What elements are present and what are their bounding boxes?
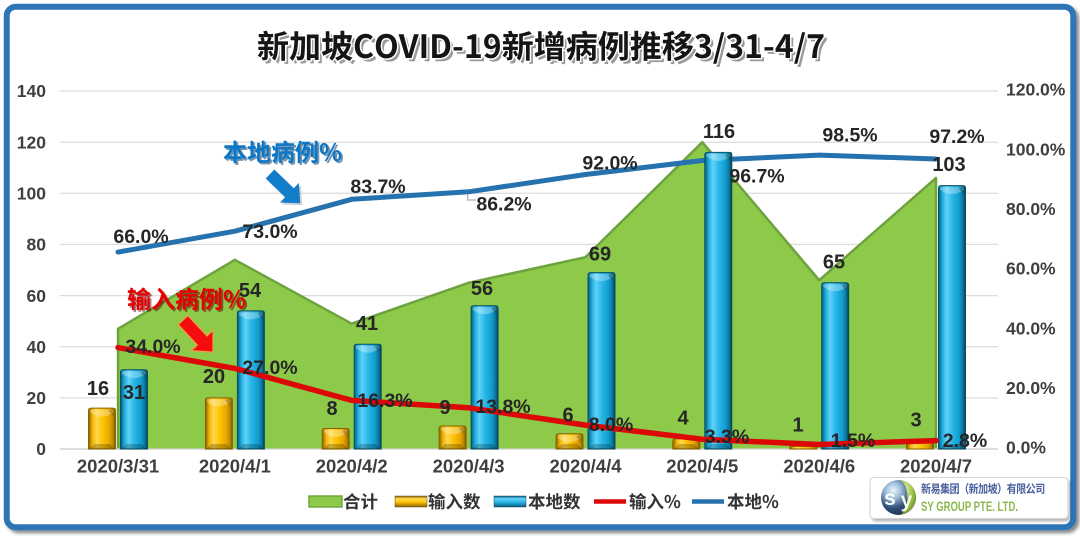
svg-text:2020/4/3: 2020/4/3	[433, 456, 505, 477]
svg-text:86.2%: 86.2%	[476, 194, 531, 216]
svg-text:2020/4/6: 2020/4/6	[783, 456, 855, 477]
svg-text:120: 120	[17, 132, 46, 152]
svg-text:2.8%: 2.8%	[943, 430, 987, 452]
svg-text:27.0%: 27.0%	[242, 357, 297, 379]
svg-text:8: 8	[326, 398, 337, 420]
svg-text:98.5%: 98.5%	[822, 125, 877, 147]
svg-text:66.0%: 66.0%	[113, 226, 168, 248]
svg-text:100.0%: 100.0%	[1006, 139, 1066, 159]
svg-text:3.3%: 3.3%	[705, 426, 749, 448]
svg-text:6: 6	[562, 405, 573, 427]
svg-text:100: 100	[17, 184, 46, 204]
svg-text:40.0%: 40.0%	[1006, 318, 1056, 338]
svg-text:8.0%: 8.0%	[589, 414, 633, 436]
svg-text:2020/4/2: 2020/4/2	[316, 456, 388, 477]
svg-text:54: 54	[239, 280, 262, 302]
svg-text:2020/4/5: 2020/4/5	[666, 456, 738, 477]
svg-text:40: 40	[27, 337, 47, 357]
svg-text:69: 69	[589, 244, 611, 266]
svg-text:2020/3/31: 2020/3/31	[77, 456, 159, 477]
svg-text:2020/4/4: 2020/4/4	[549, 456, 622, 477]
svg-text:140: 140	[17, 81, 46, 101]
svg-text:SY GROUP PTE. LTD.: SY GROUP PTE. LTD.	[921, 499, 1018, 514]
svg-text:3: 3	[910, 410, 921, 432]
svg-text:73.0%: 73.0%	[242, 221, 297, 243]
svg-text:1.5%: 1.5%	[831, 430, 875, 452]
svg-text:120.0%: 120.0%	[1006, 80, 1066, 100]
svg-text:80: 80	[27, 235, 47, 255]
svg-text:20: 20	[203, 366, 225, 388]
svg-text:16: 16	[87, 378, 109, 400]
svg-text:20: 20	[27, 388, 47, 408]
svg-text:0: 0	[36, 439, 46, 459]
svg-text:56: 56	[471, 278, 493, 300]
svg-text:31: 31	[123, 382, 145, 404]
svg-text:103: 103	[932, 154, 965, 176]
svg-text:41: 41	[356, 313, 378, 335]
svg-text:60: 60	[27, 286, 47, 306]
svg-text:y: y	[901, 489, 913, 512]
svg-text:92.0%: 92.0%	[582, 153, 637, 175]
svg-text:83.7%: 83.7%	[350, 176, 405, 198]
svg-text:2020/4/1: 2020/4/1	[199, 456, 271, 477]
svg-text:13.8%: 13.8%	[475, 396, 530, 418]
svg-text:s: s	[884, 487, 896, 510]
svg-text:16.3%: 16.3%	[357, 390, 412, 412]
svg-text:80.0%: 80.0%	[1006, 199, 1056, 219]
svg-text:2020/4/7: 2020/4/7	[900, 456, 972, 477]
svg-text:116: 116	[703, 121, 735, 143]
svg-text:20.0%: 20.0%	[1006, 378, 1056, 398]
svg-text:65: 65	[823, 252, 845, 274]
svg-text:1: 1	[792, 415, 803, 437]
svg-text:60.0%: 60.0%	[1006, 259, 1056, 279]
svg-text:4: 4	[677, 408, 689, 430]
svg-text:0.0%: 0.0%	[1006, 438, 1046, 458]
svg-text:9: 9	[439, 397, 450, 419]
svg-text:97.2%: 97.2%	[929, 126, 984, 148]
svg-text:96.7%: 96.7%	[729, 166, 784, 188]
svg-text:34.0%: 34.0%	[125, 336, 180, 358]
